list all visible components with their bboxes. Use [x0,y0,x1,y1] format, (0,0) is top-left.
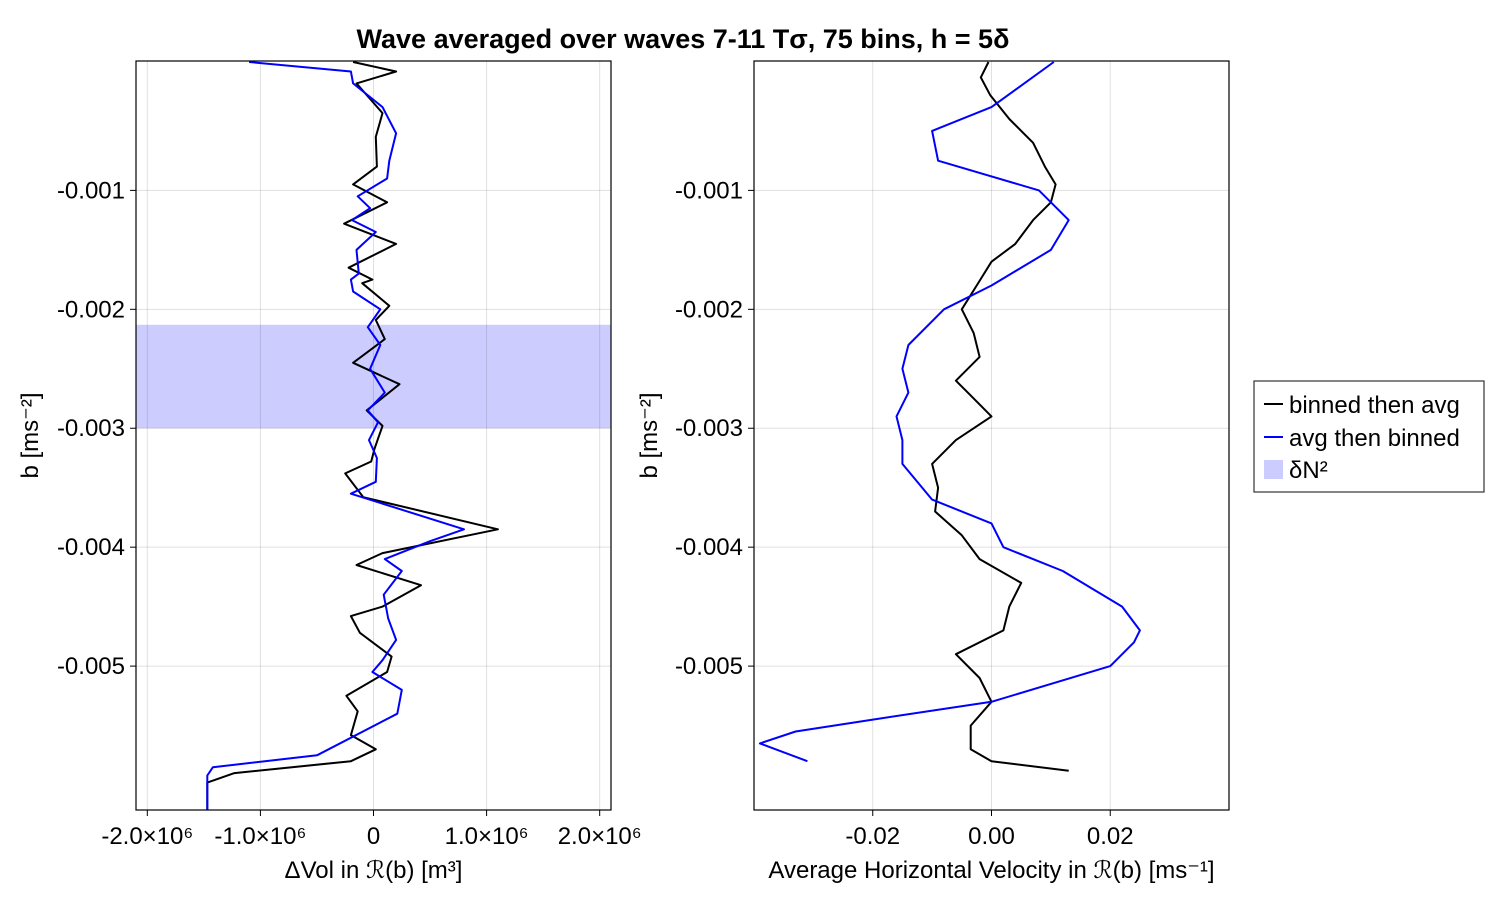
band-delta-n2 [136,324,611,429]
legend-label-binned-then-avg: binned then avg [1289,392,1460,419]
y-tick-label: -0.002 [57,296,125,323]
x-tick-label: -2.0×10⁶ [101,823,193,850]
right-panel-velocity: -0.02 0.00 0.02 -0.001 -0.002 -0.003 -0.004 -0.… [636,60,1230,884]
legend-frame [1253,380,1485,493]
x-tick-label: 0.00 [968,823,1015,850]
x-axis-label: ΔVol in ℛ(b) [m³] [285,857,463,884]
x-tick-label: 2.0×10⁶ [558,823,642,850]
left-panel-volume: -2.0×10⁶ -1.0×10⁶ 0 1.0×10⁶ 2.0×10⁶ -0.001 -0.… [17,60,642,884]
y-tick-label: -0.004 [57,534,125,561]
x-tick-label: 0.02 [1087,823,1134,850]
x-tick-label: -1.0×10⁶ [214,823,306,850]
y-tick-label: -0.003 [675,415,743,442]
y-axis-label: b [ms⁻²] [17,392,44,478]
y-tick-label: -0.003 [57,415,125,442]
x-tick-label: 1.0×10⁶ [445,823,529,850]
series-line-avg-then-binned [758,61,1141,763]
legend-label-avg-then-binned: avg then binned [1289,425,1460,452]
y-tick-label: -0.005 [675,653,743,680]
x-tick-label: 0 [367,823,380,850]
series-line-avg-then-binned [206,61,465,810]
y-tick-label: -0.001 [57,177,125,204]
y-tick-label: -0.002 [675,296,743,323]
legend-label-delta-n2: δN² [1289,457,1328,484]
y-axis-label: b [ms⁻²] [636,392,663,478]
series-line-binned-then-avg [931,61,1069,772]
series-line-binned-then-avg [206,61,499,810]
legend: binned then avg avg then binned δN² [1253,380,1485,493]
legend-marker-delta-n2 [1264,460,1283,479]
y-tick-label: -0.004 [675,534,743,561]
chart-title: Wave averaged over waves 7-11 Tσ, 75 bin… [357,24,1010,54]
y-tick-label: -0.001 [675,177,743,204]
y-tick-label: -0.005 [57,653,125,680]
x-axis-label: Average Horizontal Velocity in ℛ(b) [ms⁻… [768,857,1214,884]
x-tick-label: -0.02 [845,823,900,850]
